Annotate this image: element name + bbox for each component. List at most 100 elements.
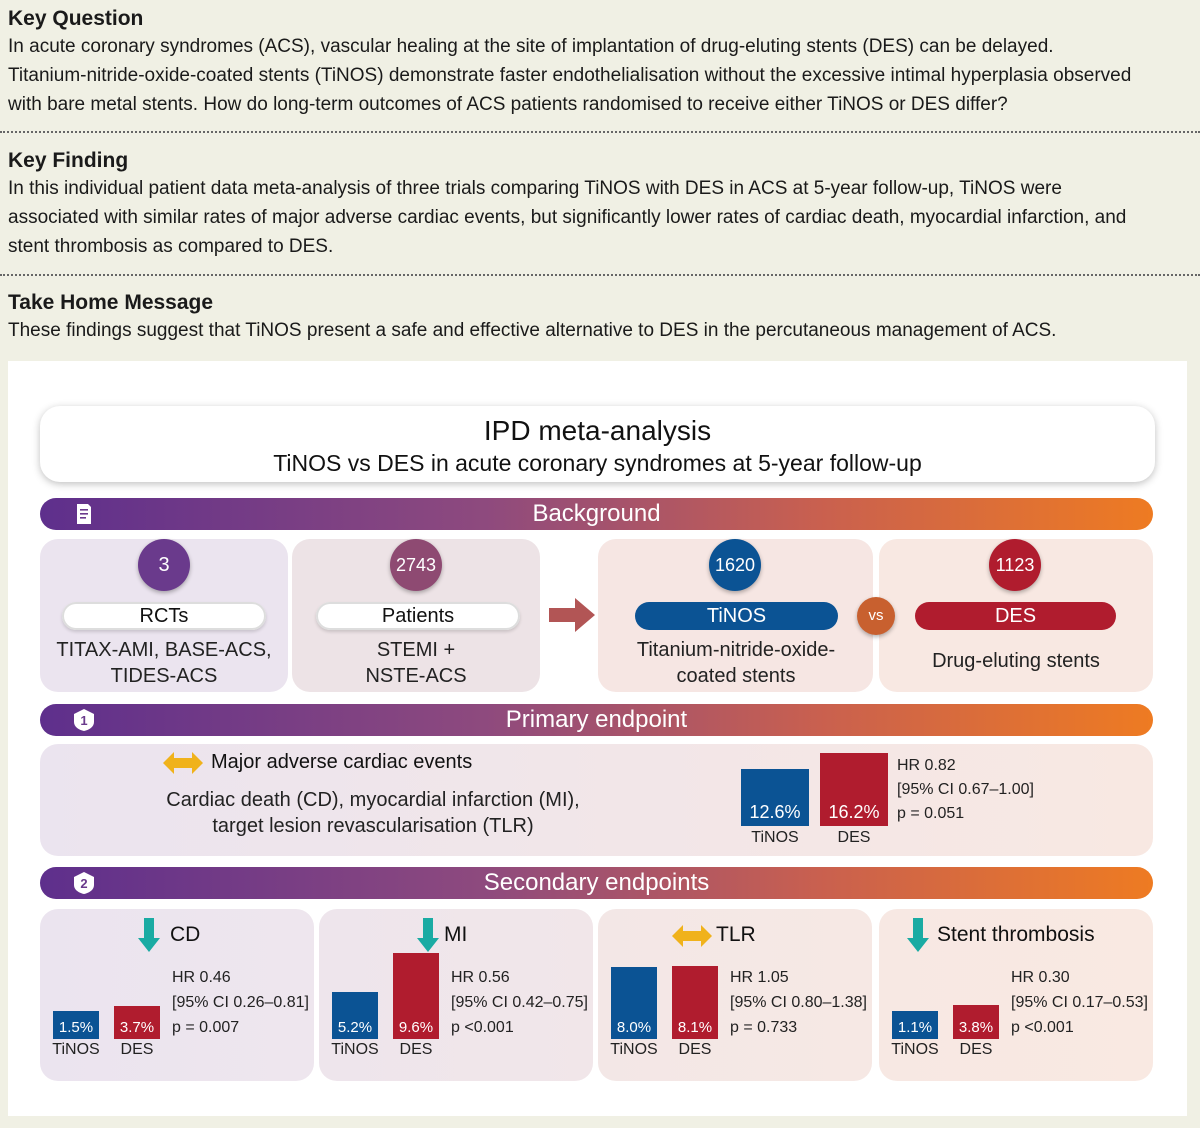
patients-count-circle: 2743 xyxy=(390,539,442,591)
rcts-count-circle: 3 xyxy=(138,539,190,591)
mace-desc-line: target lesion revascularisation (TLR) xyxy=(212,815,534,837)
mace-tinos-label: TiNOS xyxy=(751,829,799,846)
secondary-tinos-bar: 1.1% xyxy=(892,1011,938,1039)
mace-hr: HR 0.82 [95% CI 0.67–1.00] p = 0.051 xyxy=(897,754,1034,826)
tinos-pill: TiNOS xyxy=(635,602,838,630)
hr-value: HR 0.30 xyxy=(1011,969,1070,986)
key-question-section: Key Question In acute coronary syndromes… xyxy=(8,6,1192,119)
mace-title: Major adverse cardiac events xyxy=(211,751,473,773)
ci-value: [95% CI 0.26–0.81] xyxy=(172,994,309,1011)
arrow-down-icon xyxy=(907,918,929,952)
secondary-endpoints-label: Secondary endpoints xyxy=(483,869,710,896)
secondary-endpoints-bar: 2 Secondary endpoints xyxy=(40,867,1153,899)
ci-value: [95% CI 0.17–0.53] xyxy=(1011,994,1148,1011)
mace-des-bar: 16.2% xyxy=(820,753,888,826)
primary-endpoint-label: Primary endpoint xyxy=(505,706,688,733)
secondary-des-bar: 3.8% xyxy=(953,1004,999,1039)
take-home-section: Take Home Message These findings suggest… xyxy=(8,290,1192,345)
mace-des-label: DES xyxy=(837,829,871,846)
mace-hr-value: HR 0.82 xyxy=(897,757,956,774)
key-finding-line: associated with similar rates of major a… xyxy=(8,207,1127,228)
rcts-desc-line: TIDES-ACS xyxy=(110,665,218,687)
secondary-tinos-label: TiNOS xyxy=(610,1041,658,1058)
hr-value: HR 0.56 xyxy=(451,969,510,986)
secondary-des-bar: 8.1% xyxy=(672,966,718,1039)
rcts-desc: TITAX-AMI, BASE-ACS, TIDES-ACS xyxy=(44,637,284,689)
tinos-count-circle: 1620 xyxy=(709,539,761,591)
take-home-text: These findings suggest that TiNOS presen… xyxy=(8,320,1057,341)
secondary-des-bar: 9.6% xyxy=(393,952,439,1039)
mace-desc-line: Cardiac death (CD), myocardial infarctio… xyxy=(166,789,580,811)
patients-desc: STEMI + NSTE-ACS xyxy=(296,637,536,689)
secondary-title: Stent thrombosis xyxy=(937,923,1095,946)
secondary-card-cd xyxy=(40,909,314,1081)
secondary-tinos-bar: 8.0% xyxy=(611,967,657,1039)
double-arrow-icon xyxy=(672,925,712,947)
key-question-line: In acute coronary syndromes (ACS), vascu… xyxy=(8,36,1054,57)
secondary-des-label: DES xyxy=(678,1041,712,1058)
document-icon xyxy=(77,504,91,524)
rcts-pill: RCTs xyxy=(62,602,266,630)
secondary-hr: HR 0.30 [95% CI 0.17–0.53] p <0.001 xyxy=(1011,965,1148,1040)
p-value: p <0.001 xyxy=(451,1019,514,1036)
p-value: p = 0.007 xyxy=(172,1019,240,1036)
tinos-desc-line: Titanium-nitride-oxide- xyxy=(636,639,836,661)
secondary-tinos-label: TiNOS xyxy=(331,1041,379,1058)
key-finding-heading: Key Finding xyxy=(8,149,129,172)
des-desc: Drug-eluting stents xyxy=(932,650,1100,672)
patients-pill: Patients xyxy=(316,602,520,630)
graphic-title: IPD meta-analysis xyxy=(483,415,712,446)
hr-value: HR 0.46 xyxy=(172,969,231,986)
badge-number: 2 xyxy=(80,876,87,891)
key-question-line: Titanium-nitride-oxide-coated stents (Ti… xyxy=(8,65,1132,86)
secondary-des-label: DES xyxy=(120,1041,154,1058)
double-arrow-icon xyxy=(163,752,203,774)
secondary-hr: HR 0.46 [95% CI 0.26–0.81] p = 0.007 xyxy=(172,965,309,1040)
key-question-heading: Key Question xyxy=(8,7,144,30)
ci-value: [95% CI 0.42–0.75] xyxy=(451,994,588,1011)
take-home-heading: Take Home Message xyxy=(8,291,214,314)
secondary-hr: HR 1.05 [95% CI 0.80–1.38] p = 0.733 xyxy=(730,965,867,1040)
primary-endpoint-bar: 1 Primary endpoint xyxy=(40,704,1153,736)
primary-endpoint-card xyxy=(40,744,1153,856)
arrow-right-icon xyxy=(549,598,595,632)
divider xyxy=(0,131,1200,133)
key-finding-section: Key Finding In this individual patient d… xyxy=(8,148,1192,261)
divider xyxy=(0,274,1200,276)
tinos-desc: Titanium-nitride-oxide- coated stents xyxy=(610,637,862,689)
hr-value: HR 1.05 xyxy=(730,969,789,986)
secondary-des-bar: 3.7% xyxy=(114,1005,160,1039)
p-value: p = 0.733 xyxy=(730,1019,798,1036)
key-finding-line: In this individual patient data meta-ana… xyxy=(8,178,1062,199)
secondary-title: TLR xyxy=(716,923,756,946)
secondary-card-stent-thrombosis xyxy=(879,909,1153,1081)
secondary-des-label: DES xyxy=(959,1041,993,1058)
vs-badge: vs xyxy=(857,597,895,635)
secondary-title: CD xyxy=(170,923,201,946)
tinos-desc-line: coated stents xyxy=(676,665,796,687)
secondary-tinos-label: TiNOS xyxy=(891,1041,939,1058)
graphic-title-box: IPD meta-analysis TiNOS vs DES in acute … xyxy=(40,406,1155,482)
key-finding-line: stent thrombosis as compared to DES. xyxy=(8,236,334,257)
des-count-circle: 1123 xyxy=(989,539,1041,591)
secondary-des-label: DES xyxy=(399,1041,433,1058)
secondary-hr: HR 0.56 [95% CI 0.42–0.75] p <0.001 xyxy=(451,965,588,1040)
number-badge-icon: 2 xyxy=(74,872,94,894)
secondary-title: MI xyxy=(444,923,468,946)
p-value: p <0.001 xyxy=(1011,1019,1074,1036)
secondary-tinos-bar: 1.5% xyxy=(53,1011,99,1039)
rcts-desc-line: TITAX-AMI, BASE-ACS, xyxy=(56,639,272,661)
secondary-tinos-label: TiNOS xyxy=(52,1041,100,1058)
mace-desc: Cardiac death (CD), myocardial infarctio… xyxy=(150,787,596,839)
mace-ci: [95% CI 0.67–1.00] xyxy=(897,781,1034,798)
arrow-down-icon xyxy=(417,918,439,952)
patients-desc-line: NSTE-ACS xyxy=(365,665,467,687)
badge-number: 1 xyxy=(80,713,87,728)
background-bar: Background xyxy=(40,498,1153,530)
arrow-down-icon xyxy=(138,918,160,952)
mace-p-value: p = 0.051 xyxy=(897,805,965,822)
number-badge-icon: 1 xyxy=(74,709,94,731)
background-label: Background xyxy=(532,500,661,527)
des-pill: DES xyxy=(915,602,1116,630)
patients-desc-line: STEMI + xyxy=(376,639,456,661)
